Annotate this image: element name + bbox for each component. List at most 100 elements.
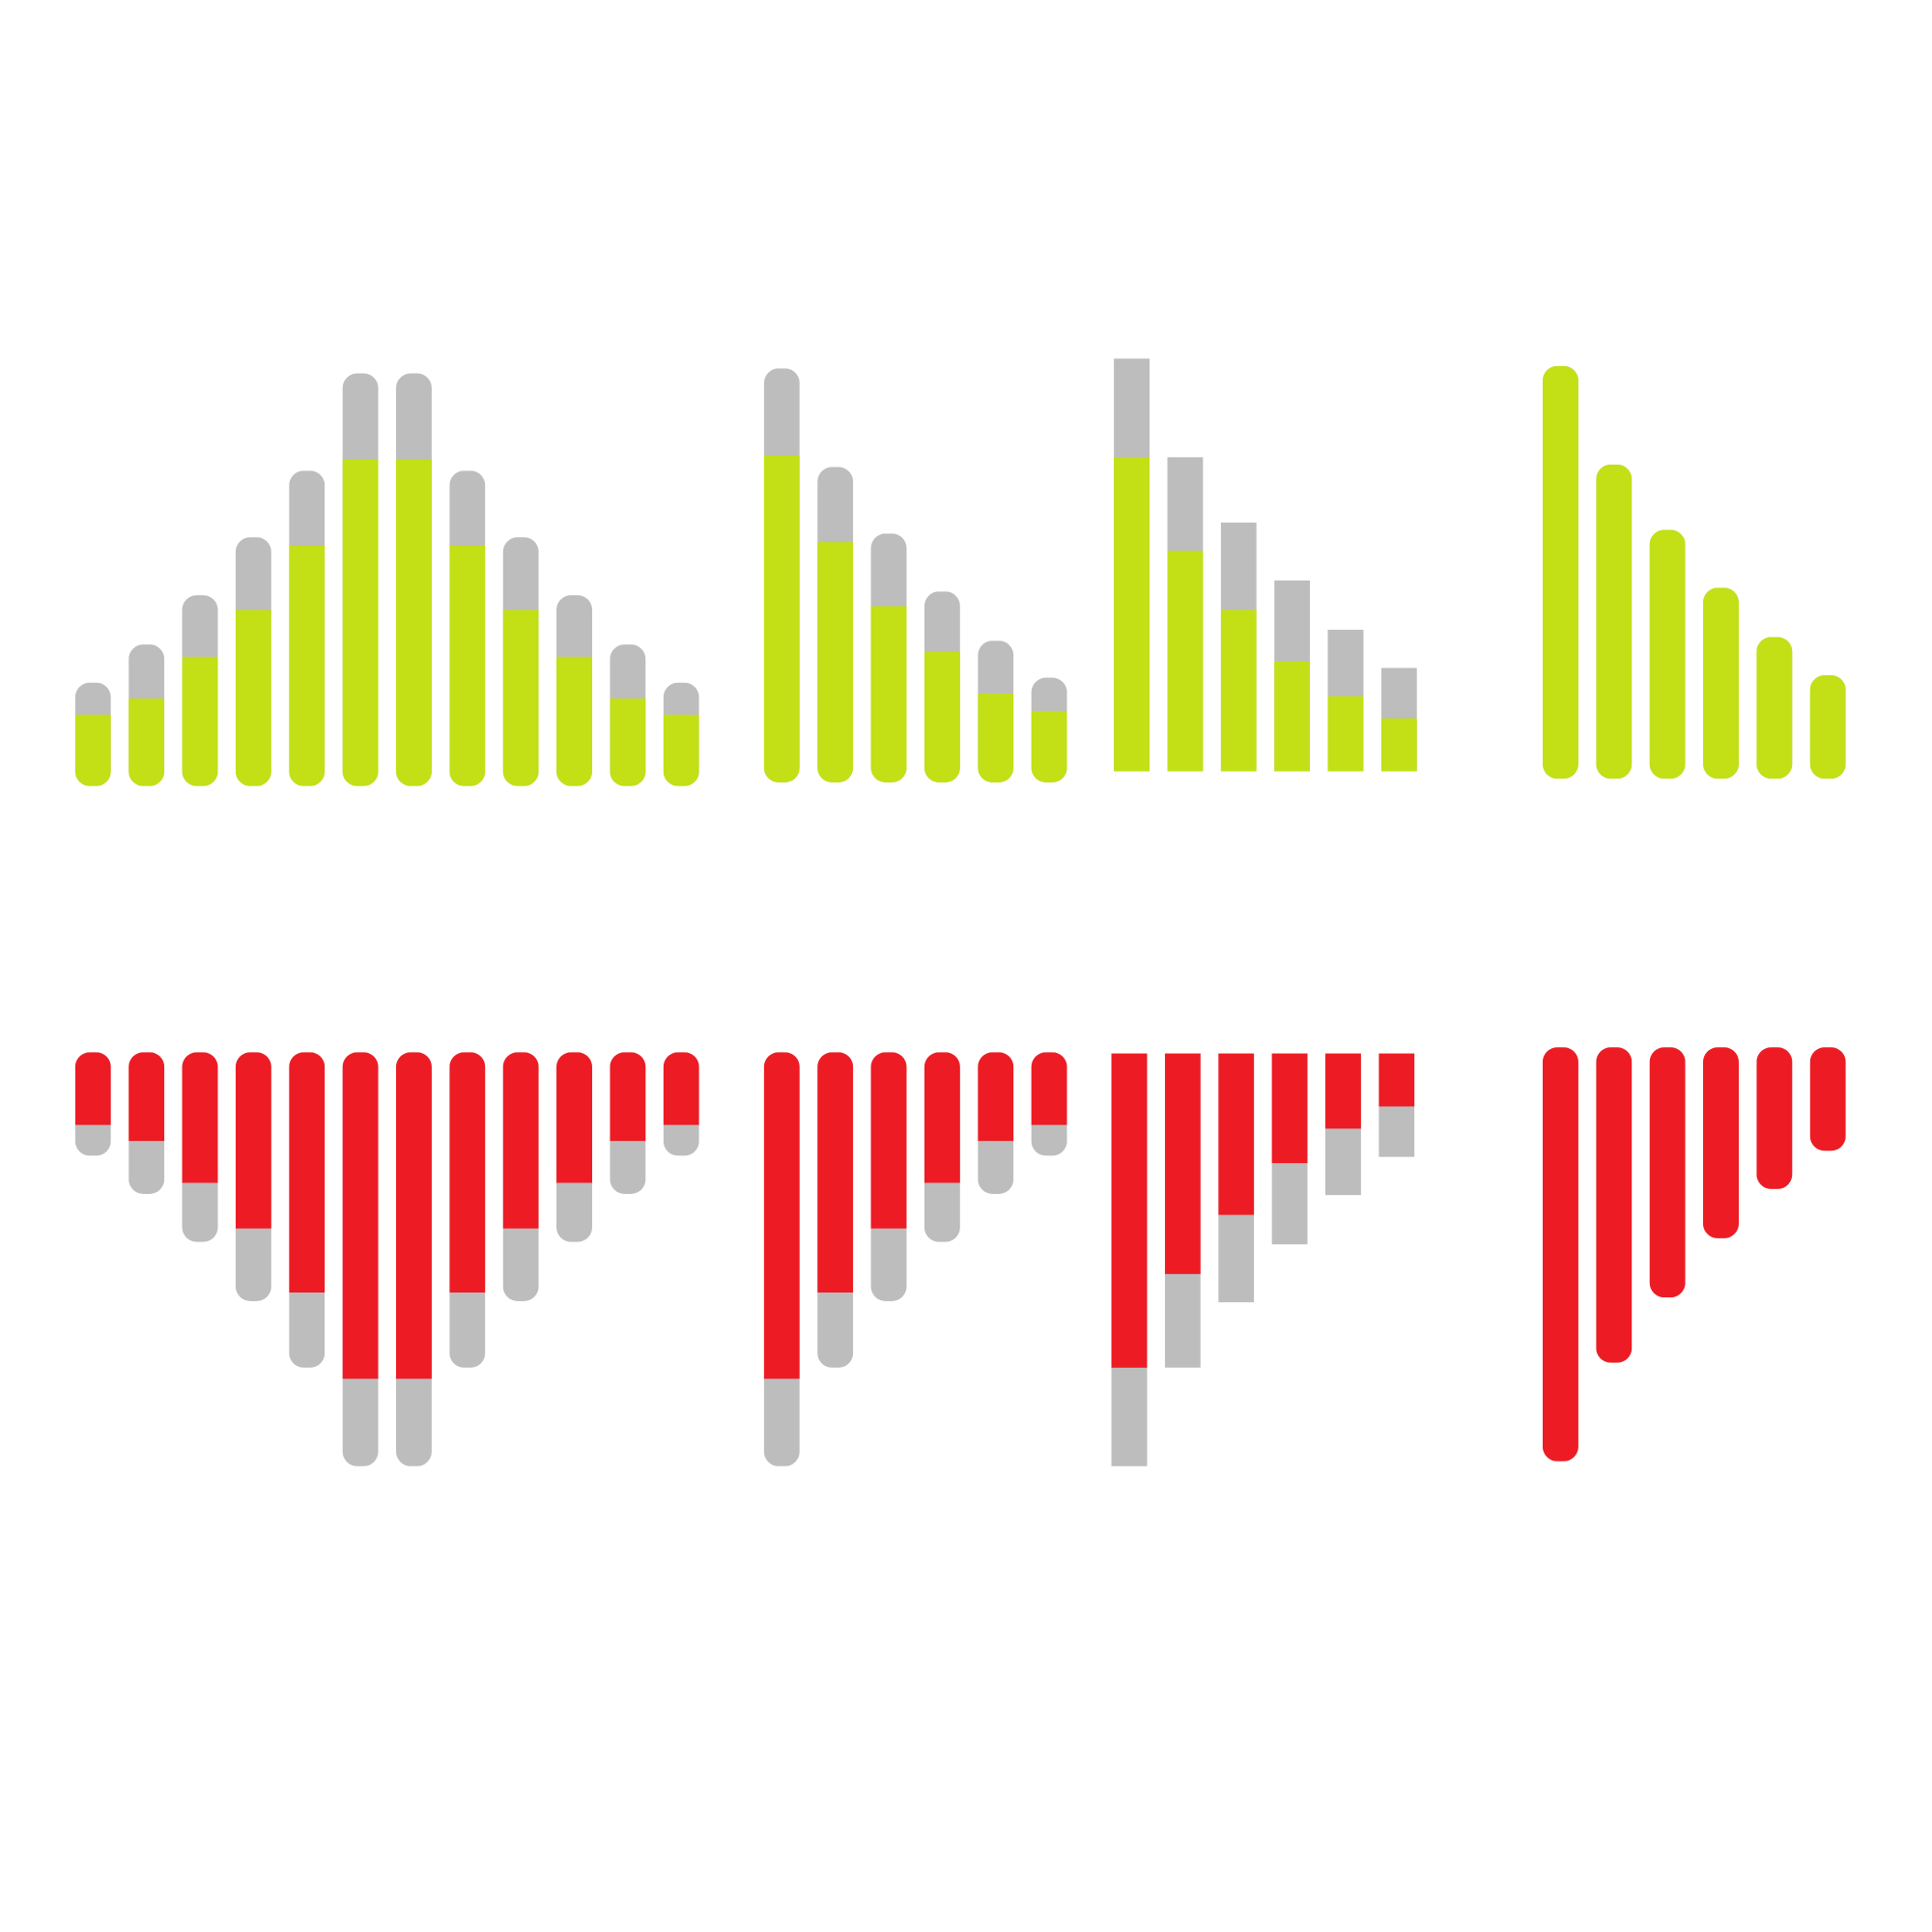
- bar-fill: [182, 1052, 218, 1183]
- level-bar: [1324, 1053, 1361, 1196]
- bar-fill: [1378, 1053, 1415, 1107]
- bar-fill: [1756, 637, 1793, 780]
- level-bar: [1378, 1053, 1415, 1157]
- level-bar: [923, 1052, 960, 1242]
- level-bar: [817, 1052, 854, 1368]
- level-bar: [1809, 1047, 1846, 1151]
- bar-fill: [1809, 1047, 1846, 1151]
- level-bar: [1111, 1053, 1148, 1466]
- bar-fill: [1542, 1047, 1578, 1462]
- level-bar: [663, 1052, 699, 1156]
- level-bar: [817, 467, 854, 782]
- level-bar: [1114, 358, 1151, 772]
- level-bar: [1809, 674, 1846, 780]
- level-bar: [1703, 587, 1739, 780]
- level-meter-up-symmetric: [74, 373, 699, 786]
- level-bar: [289, 470, 326, 786]
- level-bar: [128, 1052, 165, 1194]
- bar-fill: [1596, 464, 1633, 780]
- bar-fill: [1164, 1053, 1201, 1274]
- bar-fill: [449, 1052, 486, 1293]
- level-bar: [1218, 1053, 1255, 1303]
- bar-fill: [1327, 696, 1364, 772]
- level-bar: [870, 533, 907, 782]
- bar-fill: [128, 1052, 165, 1142]
- bar-fill: [1649, 1047, 1686, 1298]
- bar-fill: [449, 546, 486, 786]
- bar-fill: [556, 1052, 593, 1183]
- bar-fill: [1324, 1053, 1361, 1129]
- bar-fill: [870, 1052, 907, 1229]
- bar-fill: [1703, 1047, 1739, 1238]
- bar-fill: [1756, 1047, 1793, 1189]
- level-bar: [1380, 668, 1417, 772]
- level-meter-up-solid: [1542, 365, 1846, 780]
- level-bar: [978, 1052, 1014, 1194]
- level-bar: [289, 1052, 326, 1368]
- bar-fill: [1114, 457, 1151, 772]
- bar-fill: [923, 651, 960, 782]
- level-bar: [1649, 529, 1686, 780]
- bar-fill: [978, 1052, 1014, 1142]
- level-bar: [182, 595, 218, 786]
- bar-fill: [1274, 661, 1311, 772]
- bar-fill: [817, 1052, 854, 1293]
- level-bar: [763, 1052, 800, 1466]
- level-bar: [449, 470, 486, 786]
- level-bar: [610, 644, 646, 786]
- level-bar: [342, 373, 379, 786]
- level-bar: [1220, 522, 1257, 772]
- bar-fill: [556, 656, 593, 786]
- level-bar: [128, 644, 165, 786]
- level-bar: [1596, 1047, 1633, 1363]
- bar-fill: [610, 698, 646, 786]
- level-bar: [610, 1052, 646, 1194]
- level-bar: [1031, 1052, 1067, 1156]
- bar-fill: [1596, 1047, 1633, 1363]
- bar-fill: [289, 1052, 326, 1293]
- bar-fill: [74, 714, 111, 786]
- level-bar: [1542, 1047, 1578, 1462]
- bar-fill: [663, 1052, 699, 1125]
- level-bar: [923, 591, 960, 782]
- level-meter-down-square: [1111, 1053, 1415, 1466]
- level-bar: [870, 1052, 907, 1301]
- bar-fill: [502, 610, 539, 786]
- bar-fill: [923, 1052, 960, 1183]
- level-bar: [449, 1052, 486, 1368]
- bar-fill: [395, 1052, 432, 1379]
- level-bar: [1274, 580, 1311, 772]
- bar-fill: [74, 1052, 111, 1125]
- bar-fill: [1542, 365, 1578, 780]
- bar-fill: [342, 459, 379, 786]
- bar-fill: [1111, 1053, 1148, 1368]
- level-bar: [1649, 1047, 1686, 1298]
- level-bar: [502, 537, 539, 786]
- bar-fill: [1167, 551, 1204, 772]
- level-bar: [1756, 637, 1793, 780]
- level-bar: [1031, 677, 1067, 782]
- bar-fill: [610, 1052, 646, 1142]
- bar-fill: [395, 459, 432, 786]
- level-bar: [1167, 457, 1204, 772]
- level-bar: [763, 368, 800, 782]
- bar-fill: [978, 694, 1014, 782]
- bar-fill: [763, 455, 800, 782]
- bar-fill: [235, 610, 271, 786]
- level-meter-down-descending: [763, 1052, 1067, 1466]
- bar-fill: [1031, 1052, 1067, 1125]
- level-bar: [182, 1052, 218, 1242]
- bar-fill: [1220, 610, 1257, 772]
- level-bar: [556, 595, 593, 786]
- level-meter-up-square: [1114, 358, 1417, 772]
- level-bar: [74, 1052, 111, 1156]
- level-bar: [1596, 464, 1633, 780]
- bar-fill: [663, 714, 699, 786]
- level-bar: [1327, 629, 1364, 772]
- bar-fill: [1809, 674, 1846, 780]
- bar-fill: [870, 606, 907, 782]
- level-bar: [1271, 1053, 1308, 1245]
- bar-fill: [1649, 529, 1686, 780]
- bar-fill: [342, 1052, 379, 1379]
